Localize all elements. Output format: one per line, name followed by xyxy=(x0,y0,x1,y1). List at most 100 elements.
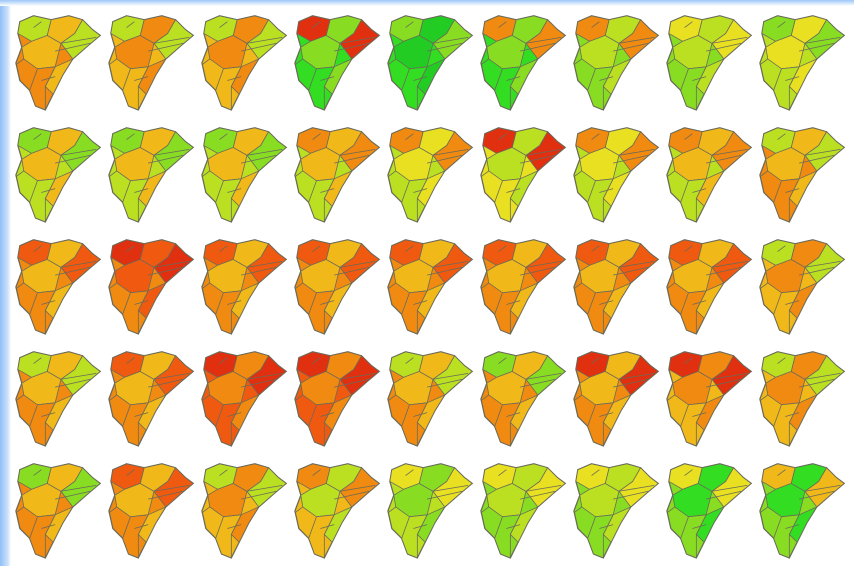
boundary xyxy=(618,37,655,44)
boundary xyxy=(246,149,283,156)
boundary xyxy=(525,261,562,268)
boundary xyxy=(294,170,303,178)
boundary xyxy=(294,506,303,514)
boundary xyxy=(241,42,277,52)
boundary xyxy=(153,373,190,380)
boundary xyxy=(15,506,24,514)
boundary xyxy=(148,42,184,52)
boundary xyxy=(108,506,117,514)
boundary xyxy=(227,76,242,81)
map xyxy=(759,127,846,223)
boundary xyxy=(599,188,614,193)
boundary xyxy=(506,76,521,81)
region xyxy=(29,66,56,111)
boundary xyxy=(41,76,56,81)
boundary xyxy=(134,300,149,305)
region xyxy=(401,66,428,111)
boundary xyxy=(799,490,835,500)
boundary xyxy=(684,357,693,364)
boundary xyxy=(777,469,786,476)
region xyxy=(773,514,800,559)
boundary xyxy=(126,245,135,252)
region xyxy=(339,467,380,508)
boundary xyxy=(498,357,507,364)
boundary xyxy=(613,266,649,276)
boundary xyxy=(339,149,376,156)
boundary xyxy=(134,188,149,193)
boundary xyxy=(55,378,91,388)
map xyxy=(15,463,102,559)
region xyxy=(339,243,380,284)
boundary xyxy=(41,300,56,305)
region xyxy=(494,66,521,111)
boundary xyxy=(339,485,376,492)
boundary xyxy=(320,188,335,193)
region xyxy=(153,355,194,396)
region xyxy=(122,514,149,559)
boundary xyxy=(613,490,649,500)
boundary xyxy=(60,373,97,380)
boundary xyxy=(804,37,841,44)
boundary xyxy=(339,261,376,268)
boundary xyxy=(480,58,489,66)
boundary xyxy=(506,188,521,193)
region xyxy=(215,178,242,223)
boundary xyxy=(126,133,135,140)
boundary xyxy=(334,378,370,388)
boundary xyxy=(413,524,428,529)
boundary xyxy=(219,469,228,476)
boundary xyxy=(480,394,489,402)
boundary xyxy=(153,261,190,268)
region xyxy=(60,355,101,396)
region xyxy=(60,467,101,508)
region xyxy=(308,514,335,559)
map xyxy=(294,15,381,111)
region xyxy=(587,66,614,111)
map xyxy=(15,127,102,223)
boundary xyxy=(227,412,242,417)
boundary xyxy=(591,21,600,28)
boundary xyxy=(804,261,841,268)
map xyxy=(759,239,846,335)
map xyxy=(573,127,660,223)
boundary xyxy=(759,170,768,178)
boundary xyxy=(498,133,507,140)
region xyxy=(29,514,56,559)
map xyxy=(387,15,474,111)
boundary xyxy=(126,21,135,28)
region xyxy=(680,66,707,111)
boundary xyxy=(148,154,184,164)
boundary xyxy=(312,469,321,476)
boundary xyxy=(520,154,556,164)
boundary xyxy=(591,245,600,252)
region xyxy=(804,355,845,396)
boundary xyxy=(799,154,835,164)
region xyxy=(525,243,566,284)
map xyxy=(666,463,753,559)
region xyxy=(122,290,149,335)
boundary xyxy=(506,300,521,305)
boundary xyxy=(241,154,277,164)
boundary xyxy=(777,357,786,364)
boundary xyxy=(480,282,489,290)
boundary xyxy=(320,76,335,81)
boundary xyxy=(613,42,649,52)
boundary xyxy=(599,76,614,81)
region xyxy=(401,290,428,335)
boundary xyxy=(591,469,600,476)
map xyxy=(294,239,381,335)
boundary xyxy=(41,188,56,193)
boundary xyxy=(312,133,321,140)
map xyxy=(15,15,102,111)
boundary xyxy=(405,469,414,476)
boundary xyxy=(432,261,469,268)
boundary xyxy=(684,21,693,28)
boundary xyxy=(591,133,600,140)
region xyxy=(494,290,521,335)
boundary xyxy=(711,373,748,380)
boundary xyxy=(711,37,748,44)
region xyxy=(525,467,566,508)
map xyxy=(480,15,567,111)
map xyxy=(573,351,660,447)
region xyxy=(494,514,521,559)
